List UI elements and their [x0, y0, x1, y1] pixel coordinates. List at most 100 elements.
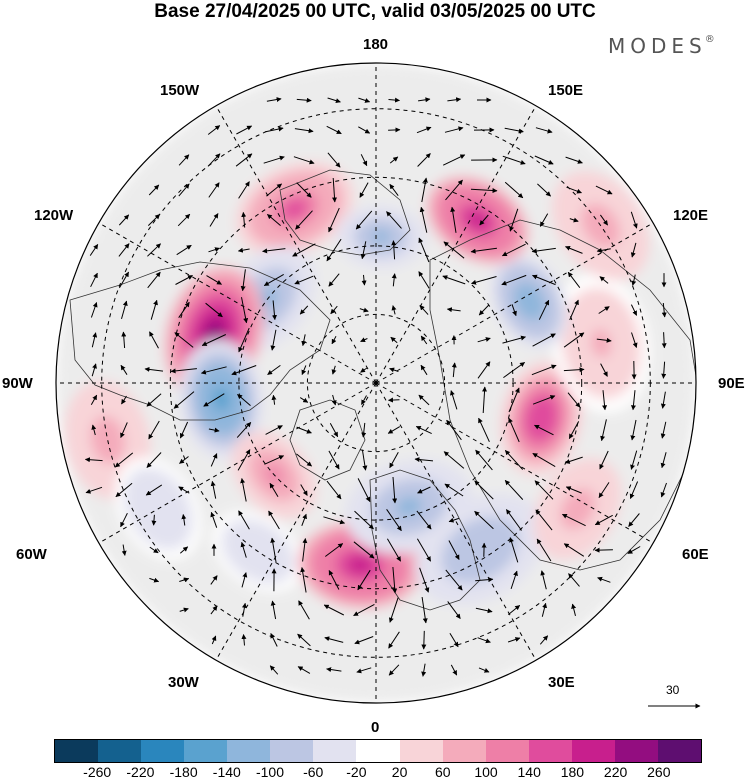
wind-vector-arrow	[444, 483, 464, 497]
wind-vector-arrow	[296, 97, 312, 103]
lon-label-90e: 90E	[718, 375, 745, 392]
meridian-line	[375, 105, 537, 384]
map-boundary	[55, 62, 697, 704]
wind-vector-arrow	[263, 273, 284, 287]
wind-vector-arrow	[630, 419, 637, 441]
wind-vector-arrow	[421, 630, 427, 650]
wind-vector-arrow	[568, 573, 580, 587]
wind-vector-arrow	[416, 126, 432, 134]
wind-vector-arrow	[237, 394, 251, 406]
wind-vector-arrow	[149, 331, 159, 349]
wind-vector-arrow	[270, 537, 277, 562]
wind-vector-arrow	[238, 510, 250, 530]
wind-vector-arrow	[630, 242, 637, 258]
wind-vector-arrow	[598, 482, 610, 499]
wind-vector-arrow	[179, 607, 189, 613]
wind-vector-arrow	[359, 307, 369, 313]
wind-vector-arrow	[475, 577, 494, 583]
wind-vector-arrow	[563, 332, 585, 348]
wind-vector-arrow	[600, 419, 607, 442]
wind-vector-arrow	[442, 275, 466, 285]
wind-vector-arrow	[361, 422, 367, 438]
wind-vector-arrow	[445, 569, 463, 591]
wind-vector-arrow	[631, 332, 638, 348]
anomaly-contour	[396, 497, 422, 517]
wind-vector-arrow	[328, 570, 340, 590]
wind-vector-arrow	[630, 390, 636, 411]
wind-vector-arrow	[147, 271, 161, 289]
wind-vector-arrow	[179, 546, 189, 554]
wind-vector-arrow	[508, 417, 520, 443]
wind-vector-arrow	[354, 510, 374, 530]
wind-vector-arrow	[445, 179, 463, 201]
wind-vector-arrow	[417, 153, 431, 167]
meridian-line	[215, 105, 377, 384]
wind-vector-arrow	[599, 450, 609, 470]
wind-vector-arrow	[236, 125, 253, 135]
wind-vector-arrow	[118, 243, 130, 257]
wind-vector-arrow	[541, 602, 548, 617]
wind-vector-arrow	[298, 600, 310, 620]
wind-vector-arrow	[331, 394, 337, 406]
wind-vector-arrow	[145, 484, 163, 496]
wind-vector-arrow	[501, 274, 527, 286]
colorbar-swatch	[313, 740, 357, 762]
wind-vector-arrow	[267, 214, 281, 226]
wind-vector-arrow	[238, 327, 250, 353]
wind-vector-arrow	[571, 603, 577, 617]
wind-vector-arrow	[448, 540, 460, 560]
wind-vector-arrow	[91, 424, 97, 436]
wind-vector-arrow	[265, 425, 283, 435]
wind-vector-arrow	[201, 334, 227, 346]
colorbar-swatch	[485, 740, 529, 762]
wind-vector-arrow	[388, 397, 400, 403]
wind-vector-arrow	[179, 577, 190, 583]
colorbar-tick-label: 260	[647, 764, 671, 780]
wind-vector-arrow	[631, 274, 637, 286]
wind-vector-arrow	[389, 452, 399, 469]
wind-vector-arrow	[299, 305, 309, 315]
wind-vector-arrow	[330, 305, 338, 315]
wind-vector-arrow	[118, 214, 130, 226]
wind-vector-arrow	[532, 395, 556, 405]
anomaly-field	[56, 63, 696, 703]
wind-vector-arrow	[478, 667, 490, 673]
meridian-line	[98, 222, 377, 384]
wind-vectors	[84, 97, 667, 677]
wind-vector-arrow	[301, 334, 307, 347]
wind-vector-arrow	[241, 211, 247, 228]
wind-vector-arrow	[531, 364, 557, 376]
wind-vector-arrow	[475, 607, 493, 614]
wind-vector-arrow	[446, 419, 462, 441]
latitude-circle	[306, 313, 446, 453]
wind-vector-arrow	[91, 332, 98, 348]
anomaly-contour	[283, 199, 307, 219]
wind-vector-arrow	[326, 125, 342, 135]
wind-vector-arrow	[477, 361, 491, 379]
wind-vector-arrow	[451, 362, 457, 378]
wind-vector-arrow	[240, 478, 247, 502]
colorbar-tick-label: -180	[169, 764, 198, 780]
latitude-circle	[169, 176, 583, 590]
wind-vector-arrow	[237, 247, 250, 253]
colorbar-tick-label: -100	[255, 764, 285, 780]
wind-vector-arrow	[325, 543, 344, 557]
lon-label-120e: 120E	[673, 207, 709, 224]
wind-vector-arrow	[327, 97, 341, 104]
wind-vector-arrow	[178, 154, 190, 166]
colorbar-swatch	[98, 740, 142, 762]
wind-vector-arrow	[474, 510, 494, 530]
wind-vector-arrow	[534, 480, 554, 500]
wind-vector-arrow	[531, 247, 556, 254]
wind-vector-arrow	[510, 570, 518, 590]
wind-vector-arrow	[361, 449, 368, 471]
wind-vector-arrow	[475, 449, 493, 471]
alaska-coast	[279, 169, 411, 256]
logo-text: MODES	[608, 34, 707, 58]
colorbar-swatch	[184, 740, 228, 762]
wind-vector-arrow	[206, 275, 222, 285]
wind-vector-arrow	[326, 238, 342, 262]
wind-vector-arrow	[504, 181, 524, 199]
wind-vector-arrow	[121, 395, 127, 405]
wind-vector-arrow	[360, 241, 367, 260]
